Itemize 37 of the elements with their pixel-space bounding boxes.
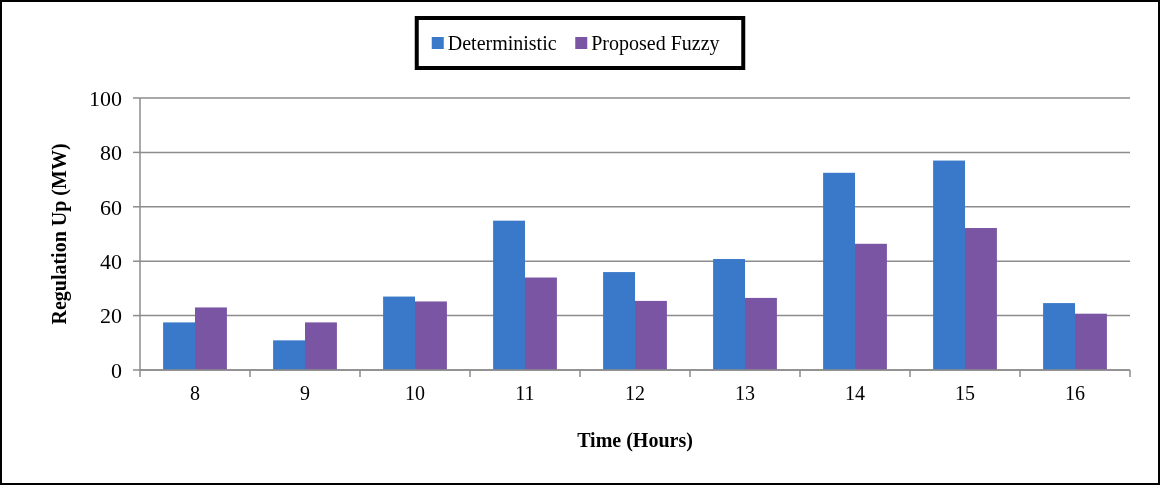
bar [823,172,855,370]
y-axis-title: Regulation Up (MW) [48,143,71,325]
bar [635,300,667,370]
bar [603,272,635,370]
y-tick-label: 80 [100,140,122,166]
bar [745,297,777,370]
bar [1075,313,1107,370]
bar [965,228,997,370]
bar [415,301,447,370]
bar [933,160,965,370]
x-axis-title: Time (Hours) [577,429,693,452]
bar [273,340,305,370]
bar [383,296,415,370]
y-tick-label: 20 [100,303,122,329]
bar [305,322,337,370]
bar [493,220,525,370]
y-tick-label: 100 [89,85,122,111]
legend-label: Deterministic [447,32,557,54]
bar [525,277,557,370]
y-tick-label: 40 [100,248,122,274]
y-tick-label: 60 [100,194,122,220]
bar [713,259,745,370]
x-tick-label: 14 [845,382,865,404]
bar [195,307,227,370]
bar [1043,303,1075,370]
x-tick-label: 15 [955,382,975,404]
x-tick-label: 12 [625,382,645,404]
x-tick-label: 9 [300,382,310,404]
bar [163,322,195,370]
bar [855,243,887,370]
x-tick-label: 13 [735,382,755,404]
legend-label: Proposed Fuzzy [591,32,720,55]
y-tick-label: 0 [111,357,122,383]
x-tick-label: 16 [1065,382,1085,404]
x-tick-label: 8 [190,382,200,404]
x-tick-label: 11 [515,382,535,404]
x-tick-label: 10 [405,382,425,404]
